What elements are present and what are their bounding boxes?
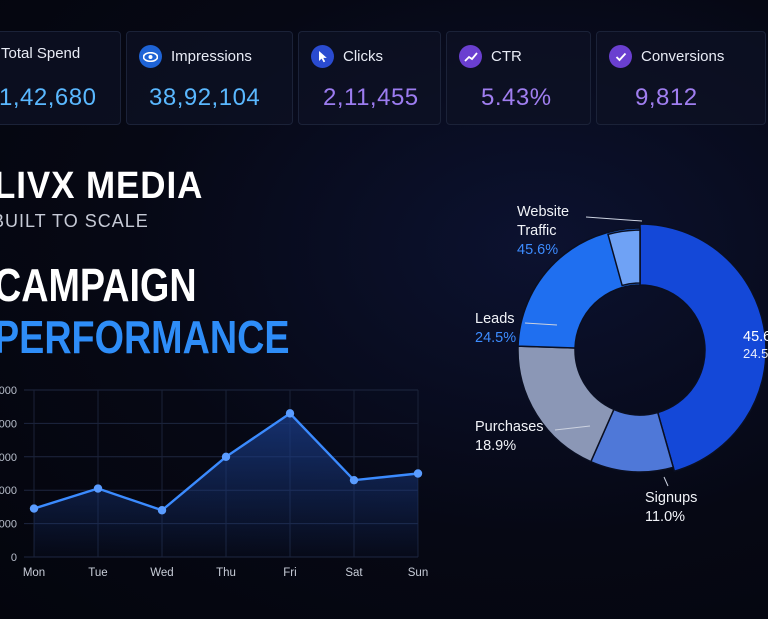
donut-slice [517,227,641,349]
donut-label-text: Traffic [517,223,556,239]
y-tick-label: 3000 [0,452,17,464]
kpi-card-impressions[interactable]: Impressions 38,92,104 [126,31,293,125]
kpi-head: Total Spend [1,45,80,62]
data-point [349,475,359,485]
data-point [285,409,295,418]
donut-label-text: Website [517,204,569,220]
kpi-head: Impressions [139,45,252,68]
label-signups: Signups 11.0% [645,490,697,525]
x-tick-label: Wed [150,567,173,579]
x-tick-label: Sat [345,567,363,579]
donut-label-text: 45.6% [517,242,558,258]
kpi-head: CTR [459,45,522,68]
leader-line [524,322,558,326]
data-point [93,484,103,493]
line-area-fill [34,413,418,557]
kpi-row: Total Spend 1,42,680 Impressions 38,92,1… [0,31,766,125]
kpi-head: Clicks [311,45,383,68]
y-tick-label: 0 [11,552,17,564]
x-tick-label: Mon [23,567,45,579]
cursor-icon [311,45,334,68]
x-tick-label: Sun [408,567,428,579]
kpi-card-clicks[interactable]: Clicks 2,11,455 [298,31,441,125]
leader-line [554,425,591,431]
kpi-card-ctr[interactable]: CTR 5.43% [446,31,591,125]
donut-inner-pct: 45.6% [743,329,768,345]
donut-label-text: Signups [645,490,697,506]
kpi-value: 2,11,455 [323,84,419,111]
donut-inner-pct2: 24.5% [743,346,768,361]
data-point [29,504,39,513]
leader-line [663,476,669,487]
kpi-value: 1,42,680 [0,84,97,111]
heading-line2: PERFORMANCE [0,311,290,363]
kpi-head: Conversions [609,45,724,68]
brand-tagline: BUILT TO SCALE [0,211,149,231]
kpi-card-total-spend[interactable]: Total Spend 1,42,680 [0,31,121,125]
heading-line1: CAMPAIGN [0,259,197,311]
brand-name: LIVX MEDIA [0,165,204,207]
donut-label-text: 24.5% [475,330,516,346]
label-purchases: Purchases 18.9% [475,419,544,454]
kpi-label: Impressions [171,48,252,65]
data-point [157,506,167,515]
kpi-value: 5.43% [481,84,552,111]
x-tick-label: Fri [283,567,296,579]
y-tick-label: 2000 [0,485,17,497]
x-tick-label: Tue [88,567,107,579]
x-tick-label: Thu [216,567,236,579]
donut-label-text: Leads [475,311,515,327]
donut-label-text: Purchases [475,419,544,435]
kpi-label: Clicks [343,48,383,65]
check-icon [609,45,632,68]
kpi-value: 38,92,104 [149,84,261,111]
eye-icon [139,45,162,68]
y-tick-label: 1000 [0,519,17,531]
kpi-label: CTR [491,48,522,65]
kpi-label: Total Spend [1,45,81,62]
y-tick-label: 5000 [0,385,17,397]
data-point [221,452,231,461]
donut-slice [639,223,767,473]
kpi-label: Conversions [641,48,725,65]
data-point [413,469,423,478]
leader-line [585,216,643,222]
donut-slice-accent [607,229,641,287]
line-chart: 0 1000 2000 3000 4000 5000 Mon Tue Wed Thu Fri Sat S… [0,385,428,579]
donut-chart: Website Traffic 45.6% Leads 24.5% Purchases 18… [475,204,768,525]
y-tick-label: 4000 [0,418,17,430]
donut-label-text: 18.9% [475,438,516,454]
label-leads: Leads 24.5% [475,311,516,346]
trend-icon [459,45,482,68]
kpi-card-conversions[interactable]: Conversions 9,812 [596,31,766,125]
kpi-value: 9,812 [635,84,698,111]
donut-label-text: 11.0% [645,509,685,525]
label-website-traffic: Website Traffic 45.6% [517,204,569,258]
